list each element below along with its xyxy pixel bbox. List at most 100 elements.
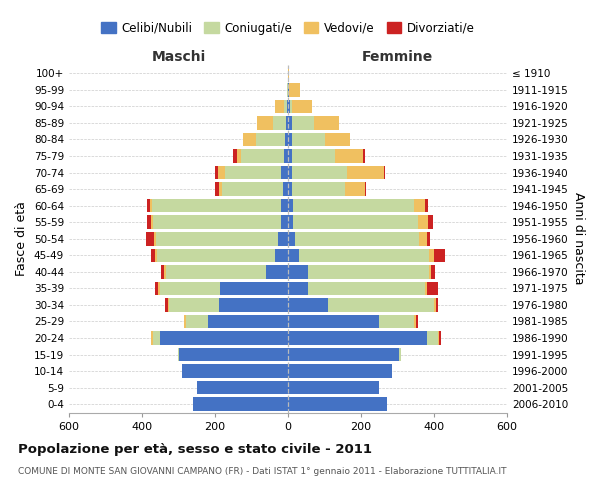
Text: Popolazione per età, sesso e stato civile - 2011: Popolazione per età, sesso e stato civil…: [18, 442, 372, 456]
Bar: [193, 398, 288, 411]
Bar: [288, 248, 299, 262]
Bar: [208, 314, 288, 328]
Bar: [281, 166, 288, 179]
Bar: [220, 282, 288, 295]
Bar: [164, 298, 167, 312]
Bar: [363, 149, 365, 163]
Bar: [288, 166, 292, 179]
Bar: [292, 182, 344, 196]
Bar: [283, 182, 288, 196]
Bar: [241, 149, 284, 163]
Bar: [427, 332, 437, 345]
Bar: [153, 216, 281, 229]
Bar: [325, 132, 350, 146]
Bar: [292, 149, 335, 163]
Bar: [164, 265, 166, 278]
Bar: [425, 199, 428, 212]
Bar: [437, 332, 439, 345]
Bar: [288, 216, 293, 229]
Bar: [308, 282, 425, 295]
Bar: [288, 83, 289, 96]
Bar: [147, 199, 150, 212]
Bar: [287, 100, 288, 113]
Bar: [288, 132, 292, 146]
Bar: [215, 166, 218, 179]
Bar: [288, 332, 427, 345]
Bar: [295, 232, 419, 245]
Bar: [158, 282, 160, 295]
Bar: [215, 182, 218, 196]
Bar: [427, 282, 437, 295]
Bar: [299, 248, 428, 262]
Bar: [151, 216, 153, 229]
Bar: [274, 116, 286, 130]
Bar: [428, 265, 431, 278]
Bar: [266, 265, 288, 278]
Bar: [344, 182, 365, 196]
Bar: [257, 116, 274, 130]
Bar: [286, 116, 288, 130]
Bar: [160, 282, 220, 295]
Bar: [147, 216, 151, 229]
Bar: [419, 232, 427, 245]
Bar: [434, 298, 436, 312]
Bar: [275, 248, 288, 262]
Bar: [288, 348, 400, 362]
Bar: [288, 381, 379, 394]
Bar: [288, 116, 292, 130]
Bar: [155, 232, 278, 245]
Bar: [275, 100, 284, 113]
Bar: [151, 248, 155, 262]
Bar: [161, 265, 164, 278]
Bar: [157, 248, 275, 262]
Bar: [233, 149, 237, 163]
Bar: [146, 232, 154, 245]
Bar: [290, 100, 292, 113]
Bar: [218, 298, 288, 312]
Bar: [288, 314, 379, 328]
Bar: [243, 132, 256, 146]
Bar: [197, 381, 288, 394]
Bar: [218, 182, 223, 196]
Bar: [166, 265, 266, 278]
Bar: [281, 199, 288, 212]
Bar: [379, 314, 414, 328]
Bar: [288, 282, 308, 295]
Bar: [434, 248, 445, 262]
Bar: [167, 298, 169, 312]
Bar: [288, 66, 289, 80]
Bar: [288, 364, 392, 378]
Bar: [418, 216, 428, 229]
Bar: [160, 332, 288, 345]
Y-axis label: Fasce di età: Fasce di età: [16, 202, 28, 276]
Bar: [287, 83, 288, 96]
Bar: [383, 166, 385, 179]
Bar: [225, 166, 281, 179]
Bar: [284, 100, 287, 113]
Bar: [152, 199, 281, 212]
Bar: [288, 149, 292, 163]
Bar: [281, 216, 288, 229]
Bar: [178, 348, 179, 362]
Bar: [288, 265, 308, 278]
Bar: [428, 248, 434, 262]
Bar: [151, 332, 153, 345]
Y-axis label: Anni di nascita: Anni di nascita: [572, 192, 585, 285]
Bar: [179, 348, 288, 362]
Bar: [184, 314, 186, 328]
Bar: [169, 298, 218, 312]
Bar: [414, 314, 416, 328]
Bar: [292, 100, 312, 113]
Bar: [288, 182, 292, 196]
Bar: [222, 182, 283, 196]
Bar: [289, 83, 299, 96]
Bar: [328, 298, 434, 312]
Bar: [428, 216, 433, 229]
Bar: [150, 199, 152, 212]
Bar: [182, 364, 288, 378]
Text: Maschi: Maschi: [151, 50, 206, 64]
Bar: [292, 166, 347, 179]
Bar: [425, 282, 427, 295]
Bar: [155, 248, 157, 262]
Bar: [293, 216, 418, 229]
